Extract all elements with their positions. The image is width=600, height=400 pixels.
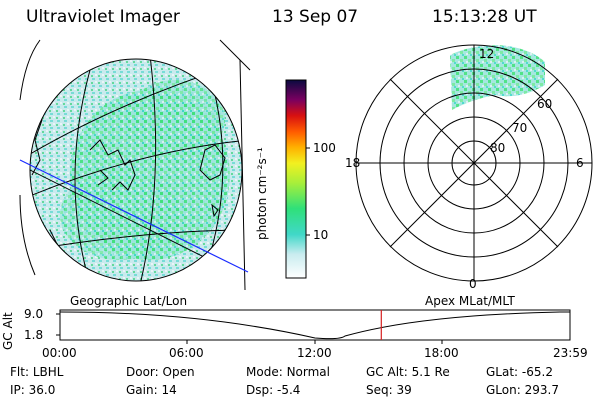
altitude-curve <box>59 311 570 340</box>
mlt-label-0: 0 <box>469 277 477 291</box>
mlat-label-80: 80 <box>490 141 506 155</box>
status-gc-alt: GC Alt: 5.1 Re <box>366 365 450 379</box>
geographic-title: Geographic Lat/Lon <box>70 294 188 308</box>
colorbar-tick-100: 100 <box>313 141 336 155</box>
colorbar-tick-10: 10 <box>313 228 329 242</box>
status-gain: Gain: 14 <box>126 383 177 397</box>
colorbar <box>285 79 310 279</box>
mlt-label-18: 18 <box>345 156 361 170</box>
status-door: Door: Open <box>126 365 195 379</box>
mlt-label-12: 12 <box>479 47 495 61</box>
mlat-label-60: 60 <box>537 97 553 111</box>
status-dsp: Dsp: -5.4 <box>246 383 301 397</box>
status-mode: Mode: Normal <box>246 365 330 379</box>
polar-plot <box>355 44 593 282</box>
colorbar-unit-label: photon cm⁻²s⁻¹ <box>255 147 269 240</box>
timeline-plot <box>56 309 571 344</box>
x-tick-2359: 23:59 <box>553 346 588 360</box>
orbit-track <box>19 159 249 273</box>
x-tick-0600: 06:00 <box>169 346 204 360</box>
status-seq: Seq: 39 <box>366 383 412 397</box>
status-glat: GLat: -65.2 <box>486 365 553 379</box>
x-tick-1200: 12:00 <box>297 346 332 360</box>
gc-alt-axis-label: GC Alt <box>1 312 15 350</box>
time-label: 15:13:28 UT <box>432 7 537 27</box>
apex-title: Apex MLat/MLT <box>425 294 515 308</box>
date-label: 13 Sep 07 <box>272 7 359 27</box>
mlt-label-6: 6 <box>576 156 584 170</box>
geographic-image <box>19 39 251 291</box>
mlat-label-70: 70 <box>512 121 528 135</box>
y-tick-1-8: 1.8 <box>24 328 44 342</box>
status-glon: GLon: 293.7 <box>486 383 559 397</box>
x-tick-0000: 00:00 <box>42 346 77 360</box>
y-tick-9: 9.0 <box>24 307 44 321</box>
status-ip: IP: 36.0 <box>10 383 56 397</box>
status-flt: Flt: LBHL <box>10 365 64 379</box>
x-tick-1800: 18:00 <box>424 346 459 360</box>
instrument-title: Ultraviolet Imager <box>26 7 180 27</box>
